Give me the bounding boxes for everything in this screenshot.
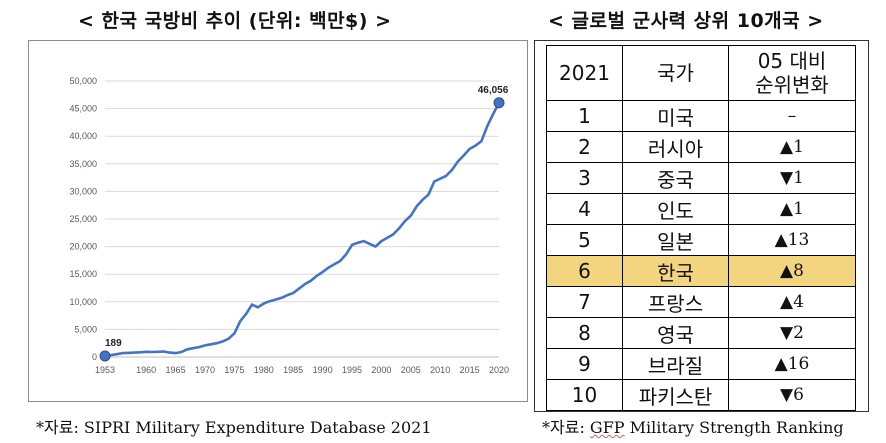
y-tick-label: 20,000 xyxy=(69,242,97,252)
ranking-table-frame: 2021 국가 05 대비 순위변화 1 미국 –2 러시아 ▲1 3 중국 ▼1 4 인도 ▲1 5… xyxy=(534,40,869,412)
x-tick-label: 1970 xyxy=(195,365,215,375)
table-row: 9 브라질 ▲16 xyxy=(546,348,856,380)
rank-change-cell: ▲1 xyxy=(728,131,856,163)
data-point-marker xyxy=(493,97,505,109)
rank-cell: 5 xyxy=(546,224,623,256)
table-row: 6 한국 ▲8 xyxy=(546,255,856,287)
header-rank-change-line2: 순위변화 xyxy=(755,73,829,97)
rank-cell: 4 xyxy=(546,193,623,225)
country-cell: 한국 xyxy=(622,255,729,287)
country-cell: 러시아 xyxy=(622,131,729,163)
data-label: 46,056 xyxy=(478,85,509,96)
header-year: 2021 xyxy=(546,45,623,101)
series-line xyxy=(103,101,501,358)
rank-change-cell: ▲4 xyxy=(728,286,856,318)
chart-source-note: *자료: SIPRI Military Expenditure Database… xyxy=(36,414,432,438)
rank-cell: 1 xyxy=(546,100,623,132)
source-gfp: GFP xyxy=(589,418,625,437)
x-tick-label: 1995 xyxy=(342,365,362,375)
source-prefix: *자료: xyxy=(542,418,590,437)
table-row: 1 미국 – xyxy=(546,100,856,132)
country-cell: 중국 xyxy=(622,162,729,194)
x-tick-label: 1985 xyxy=(283,365,303,375)
country-cell: 브라질 xyxy=(622,348,729,380)
rank-cell: 10 xyxy=(546,379,623,411)
y-tick-label: 10,000 xyxy=(69,297,97,307)
rank-change-cell: ▲8 xyxy=(728,255,856,287)
x-tick-label: 1980 xyxy=(254,365,274,375)
y-tick-label: 35,000 xyxy=(69,159,97,169)
y-tick-label: 0 xyxy=(92,352,97,362)
rank-change-cell: – xyxy=(728,100,856,132)
x-tick-label: 2015 xyxy=(460,365,480,375)
table-row: 8 영국 ▼2 xyxy=(546,317,856,349)
y-tick-label: 25,000 xyxy=(69,214,97,224)
defense-spending-line-chart: 0 5,000 10,000 15,000 20,000 25,000 30,000 35,0… xyxy=(69,76,509,375)
header-rank-change: 05 대비 순위변화 xyxy=(728,45,856,101)
x-tick-label: 1960 xyxy=(136,365,156,375)
country-cell: 프랑스 xyxy=(622,286,729,318)
x-tick-label: 2020 xyxy=(489,365,509,375)
rank-change-cell: ▼1 xyxy=(728,162,856,194)
rank-change-cell: ▲1 xyxy=(728,193,856,225)
header-rank-change-line1: 05 대비 xyxy=(757,49,827,73)
data-label: 189 xyxy=(105,338,122,349)
x-tick-label: 1965 xyxy=(166,365,186,375)
rank-change-cell: ▲16 xyxy=(728,348,856,380)
rank-change-cell: ▼2 xyxy=(728,317,856,349)
table-row: 3 중국 ▼1 xyxy=(546,162,856,194)
table-title: < 글로벌 군사력 상위 10개국 > xyxy=(548,10,824,32)
x-tick-label: 1953 xyxy=(95,365,115,375)
y-tick-label: 5,000 xyxy=(74,324,97,334)
y-tick-label: 45,000 xyxy=(69,104,97,114)
table-row: 7 프랑스 ▲4 xyxy=(546,286,856,318)
chart-frame: 0 5,000 10,000 15,000 20,000 25,000 30,000 35,0… xyxy=(28,40,528,402)
country-cell: 인도 xyxy=(622,193,729,225)
rank-cell: 2 xyxy=(546,131,623,163)
table-row: 2 러시아 ▲1 xyxy=(546,131,856,163)
country-cell: 파키스탄 xyxy=(622,379,729,411)
source-rest: Military Strength Ranking xyxy=(624,418,844,437)
rank-cell: 7 xyxy=(546,286,623,318)
country-cell: 일본 xyxy=(622,224,729,256)
military-ranking-table: 2021 국가 05 대비 순위변화 1 미국 –2 러시아 ▲1 3 중국 ▼1 4 인도 ▲1 5… xyxy=(546,45,856,411)
y-tick-label: 40,000 xyxy=(69,131,97,141)
rank-cell: 6 xyxy=(546,255,623,287)
header-country: 국가 xyxy=(622,45,729,101)
table-row: 10 파키스탄 ▼6 xyxy=(546,379,856,411)
rank-cell: 8 xyxy=(546,317,623,349)
source-name: SIPRI Military Expenditure Database 2021 xyxy=(83,418,432,437)
y-tick-label: 30,000 xyxy=(69,186,97,196)
x-tick-label: 1990 xyxy=(313,365,333,375)
country-cell: 미국 xyxy=(622,100,729,132)
y-tick-label: 15,000 xyxy=(69,269,97,279)
x-tick-label: 2005 xyxy=(401,365,421,375)
rank-cell: 9 xyxy=(546,348,623,380)
rank-change-cell: ▼6 xyxy=(728,379,856,411)
table-header-row: 2021 국가 05 대비 순위변화 xyxy=(546,45,856,101)
x-tick-label: 1975 xyxy=(224,365,244,375)
source-prefix: *자료: xyxy=(36,418,84,437)
x-tick-label: 2000 xyxy=(371,365,391,375)
rank-change-cell: ▲13 xyxy=(728,224,856,256)
table-row: 5 일본 ▲13 xyxy=(546,224,856,256)
table-row: 4 인도 ▲1 xyxy=(546,193,856,225)
data-point-marker xyxy=(99,350,111,362)
country-cell: 영국 xyxy=(622,317,729,349)
rank-cell: 3 xyxy=(546,162,623,194)
y-tick-label: 50,000 xyxy=(69,76,97,86)
x-tick-label: 2010 xyxy=(430,365,450,375)
table-source-note: *자료: GFP Military Strength Ranking xyxy=(542,414,844,438)
chart-title: < 한국 국방비 추이 (단위: 백만$) > xyxy=(78,10,392,32)
